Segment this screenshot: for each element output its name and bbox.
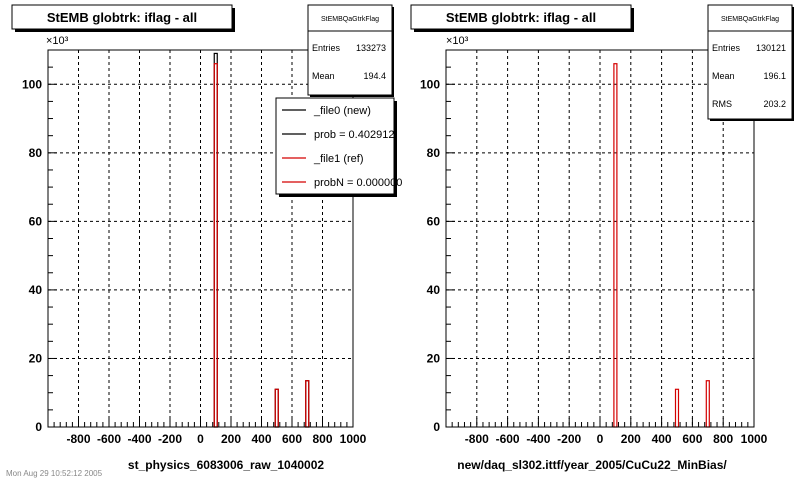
x-tick-label: -800 [465,432,489,446]
stats-value: 203.2 [763,99,786,109]
histogram-bar [213,63,218,428]
histogram-bar [613,63,618,428]
footer-timestamp: Mon Aug 29 10:52:12 2005 [6,469,103,478]
legend-label: _file1 (ref) [313,153,364,165]
plot-frame [445,49,755,428]
y-tick-label: 0 [35,420,42,434]
stats-label: RMS [712,99,732,109]
right-histogram-panel: -800 -600 -400 -200 0 200 400 600 800 1000 0 20 40 60… [410,4,794,472]
y-axis-multiplier: ×10³ [46,35,69,47]
stats-value: 194.4 [363,71,386,81]
y-tick-label: 100 [420,77,440,91]
x-tick-label: 0 [597,432,604,446]
stats-label: Mean [312,71,335,81]
x-tick-label: 400 [652,432,672,446]
stats-label: Mean [712,71,735,81]
y-tick-label: 20 [427,351,441,365]
y-tick-label: 80 [427,146,441,160]
x-tick-label: 400 [251,432,271,446]
x-tick-label: -600 [496,432,520,446]
histogram-bar [705,380,710,428]
stats-value: 196.1 [763,71,786,81]
title-box [11,4,233,30]
x-tick-label: -800 [66,432,90,446]
y-tick-label: 100 [22,77,42,91]
histogram-bar [674,388,680,428]
x-tick-label: -600 [97,432,121,446]
title-box [410,4,632,30]
stats-label: Entries [712,43,741,53]
x-tick-label: -400 [526,432,550,446]
stats-box [707,4,793,120]
y-tick-label: 20 [29,351,43,365]
x-tick-label: -200 [158,432,182,446]
legend-label: prob = 0.402912 [314,129,394,141]
y-tick-label: 40 [29,283,43,297]
y-tick-label: 80 [29,146,43,160]
stats-label: Entries [312,43,341,53]
x-tick-label: -200 [557,432,581,446]
x-tick-label: -400 [127,432,151,446]
y-tick-label: 60 [427,214,441,228]
legend-box [275,97,395,195]
legend-label: _file0 (new) [313,105,371,117]
stats-value: 133273 [356,43,386,53]
y-tick-label: 40 [427,283,441,297]
x-axis-label: st_physics_6083006_raw_1040002 [128,458,324,472]
stats-name: StEMBQaGtrkFlag [721,16,779,23]
x-tick-label: 600 [682,432,702,446]
x-tick-label: 800 [713,432,733,446]
x-tick-label: 0 [197,432,204,446]
left-histogram-panel: -800 -600 -400 -200 0 200 400 600 800 1000 0 20 40 60… [11,4,402,472]
chart-title: StEMB globtrk: iflag - all [446,10,596,25]
stats-name: StEMBQaGtrkFlag [321,16,379,23]
plot-frame [47,49,354,428]
x-tick-label: 200 [621,432,641,446]
x-tick-label: 200 [221,432,241,446]
legend-label: probN = 0.000000 [314,177,402,189]
y-tick-label: 0 [433,420,440,434]
x-axis-label: new/daq_sl302.ittf/year_2005/CuCu22_MinB… [457,458,727,472]
y-tick-label: 60 [29,214,43,228]
histogram-bar [274,388,279,428]
x-tick-label: 1000 [741,432,768,446]
stats-box [307,4,393,96]
chart-title: StEMB globtrk: iflag - all [47,10,197,25]
stats-value: 130121 [756,43,786,53]
x-tick-label: 600 [282,432,302,446]
y-axis-multiplier: ×10³ [446,35,469,47]
x-tick-label: 1000 [340,432,367,446]
histogram-bar [305,380,310,428]
x-tick-label: 800 [312,432,332,446]
